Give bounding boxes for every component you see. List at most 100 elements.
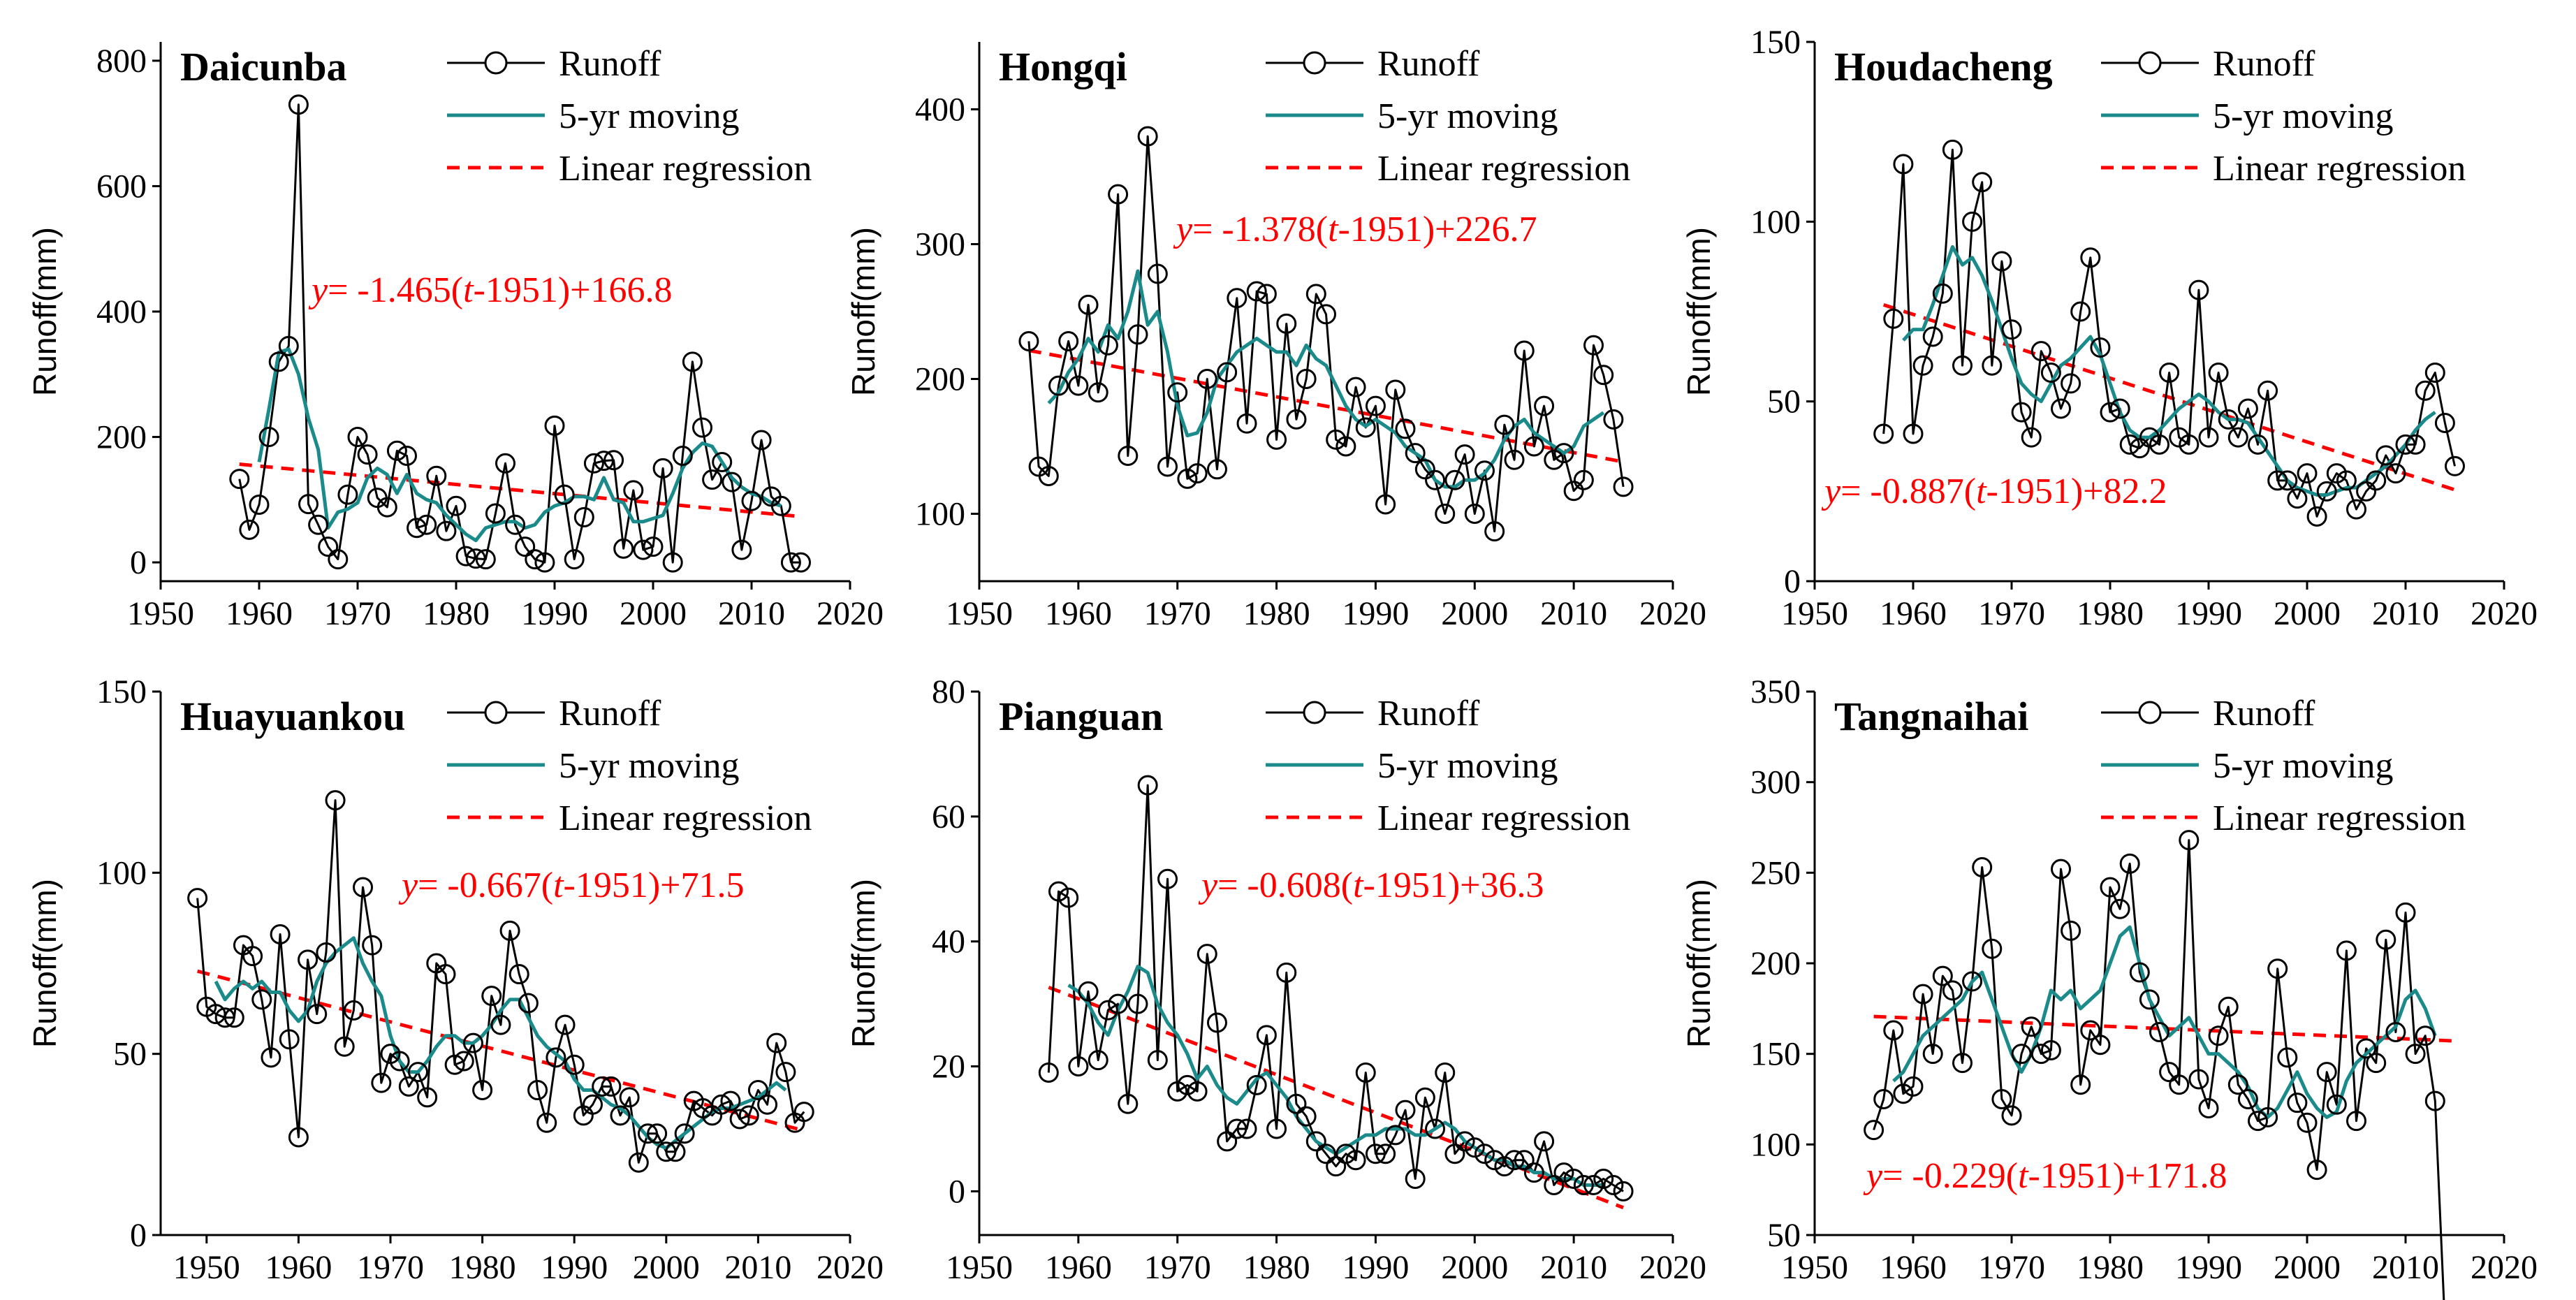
runoff-point — [436, 520, 457, 541]
runoff-point — [1196, 944, 1217, 965]
runoff-point — [1097, 335, 1118, 356]
runoff-point — [2405, 434, 2426, 455]
x-tick-label: 1980 — [423, 595, 490, 632]
runoff-point — [1365, 1144, 1386, 1164]
runoff-point — [1474, 1144, 1495, 1164]
legend-moving-label: 5-yr moving — [1377, 96, 1558, 136]
regression-equation: y= -1.465(t-1951)+166.8 — [308, 270, 672, 310]
runoff-point — [2109, 398, 2130, 419]
runoff-point — [1196, 369, 1217, 389]
legend-moving-label: 5-yr moving — [559, 96, 740, 136]
runoff-point — [499, 920, 520, 941]
runoff-point — [1355, 1062, 1376, 1083]
runoff-point — [1187, 1081, 1208, 1102]
runoff-point — [711, 1094, 732, 1115]
equation-mid: = -1.378( — [1192, 210, 1328, 249]
runoff-point — [1296, 369, 1317, 389]
runoff-point — [2129, 962, 2150, 983]
runoff-point — [1873, 1089, 1894, 1109]
regression-equation: y= -0.887(t-1951)+82.2 — [1821, 472, 2167, 511]
x-tick-label: 1950 — [1781, 1249, 1848, 1286]
runoff-point — [1305, 1131, 1326, 1152]
runoff-point — [2198, 427, 2219, 448]
equation-mid: = -0.229( — [1882, 1156, 2018, 1196]
runoff-point — [2179, 434, 2200, 455]
runoff-point — [1217, 1131, 1238, 1152]
runoff-line — [238, 103, 801, 564]
runoff-point — [692, 417, 712, 438]
runoff-point — [2090, 1035, 2111, 1056]
equation-t: t — [463, 270, 474, 310]
runoff-point — [298, 949, 319, 970]
runoff-point — [505, 514, 526, 535]
runoff-point — [2267, 958, 2288, 979]
runoff-point — [2070, 1074, 2091, 1095]
runoff-point — [1118, 1093, 1139, 1114]
runoff-point — [2040, 1039, 2061, 1060]
runoff-point — [337, 484, 358, 505]
y-tick-label: 0 — [1784, 563, 1801, 600]
runoff-point — [2080, 1020, 2101, 1041]
runoff-point — [1097, 1000, 1118, 1021]
runoff-point — [1088, 382, 1108, 403]
runoff-point — [741, 490, 762, 511]
runoff-point — [1544, 449, 1565, 470]
runoff-point — [1316, 1144, 1336, 1164]
x-tick-label: 1970 — [1144, 595, 1211, 632]
regression-line — [239, 462, 801, 518]
legend-runoff-label: Runoff — [1377, 44, 1480, 84]
runoff-point — [307, 1004, 328, 1025]
runoff-point — [2061, 373, 2081, 394]
runoff-point — [318, 536, 339, 557]
runoff-point — [1922, 326, 1943, 347]
runoff-point — [628, 1152, 649, 1173]
runoff-point — [1603, 409, 1624, 430]
runoff-point — [2415, 380, 2436, 401]
runoff-point — [407, 518, 427, 539]
runoff-point — [2316, 481, 2337, 502]
x-tick-label: 1960 — [1880, 595, 1947, 632]
runoff-point — [1883, 1020, 1904, 1041]
runoff-point — [2445, 455, 2465, 476]
runoff-point — [2297, 463, 2318, 484]
y-tick-label: 100 — [1750, 1126, 1801, 1163]
runoff-point — [1326, 429, 1347, 450]
runoff-point — [2159, 362, 2180, 383]
runoff-point — [2248, 1111, 2268, 1132]
runoff-point — [1583, 1174, 1604, 1195]
y-axis-label: Runoff(mm) — [845, 227, 881, 396]
runoff-point — [2188, 279, 2209, 300]
runoff-point — [738, 1105, 759, 1126]
moving-average-line — [257, 347, 782, 543]
runoff-line — [1047, 784, 1624, 1192]
station-title: Tangnaihai — [1834, 694, 2028, 739]
runoff-point — [1504, 1150, 1525, 1171]
y-tick-label: 20 — [932, 1049, 965, 1086]
runoff-point — [2159, 1062, 2180, 1083]
runoff-point — [1157, 868, 1178, 889]
runoff-point — [674, 1123, 695, 1144]
runoff-point — [2306, 506, 2327, 527]
runoff-point — [1444, 469, 1465, 490]
runoff-point — [1425, 469, 1446, 490]
runoff-point — [1932, 965, 1953, 986]
runoff-point — [1395, 1100, 1416, 1120]
runoff-point — [1932, 283, 1953, 304]
x-tick-label: 1960 — [1045, 1249, 1112, 1286]
equation-mid: = -0.887( — [1840, 472, 1976, 511]
runoff-point — [1484, 521, 1505, 542]
runoff-point — [1018, 330, 1039, 351]
runoff-point — [481, 986, 502, 1007]
runoff-point — [2021, 1016, 2042, 1037]
runoff-point — [475, 549, 496, 570]
runoff-point — [2011, 402, 2032, 423]
runoff-point — [1276, 313, 1297, 334]
runoff-point — [672, 445, 693, 466]
runoff-point — [2208, 1025, 2229, 1046]
runoff-point — [1903, 1076, 1924, 1097]
runoff-point — [527, 1080, 548, 1101]
runoff-point — [1385, 1125, 1406, 1146]
runoff-point — [1147, 1050, 1168, 1071]
runoff-point — [490, 1014, 511, 1035]
runoff-point — [544, 415, 565, 436]
